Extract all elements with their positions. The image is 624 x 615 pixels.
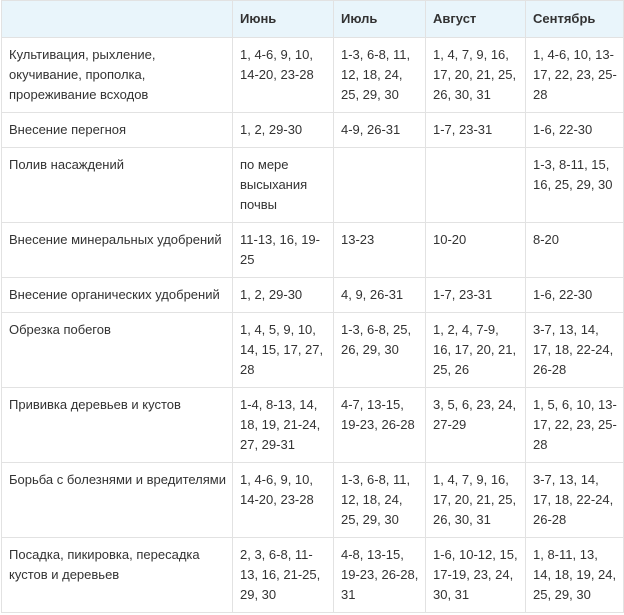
task-cell: Борьба с болезнями и вредителями [1, 462, 233, 538]
dates-cell: 1, 2, 4, 7-9, 16, 17, 20, 21, 25, 26 [425, 312, 526, 388]
task-cell: Обрезка побегов [1, 312, 233, 388]
dates-cell: 1, 2, 29-30 [232, 277, 334, 313]
header-cell: Июль [333, 0, 426, 38]
dates-cell: 3-7, 13, 14, 17, 18, 22-24, 26-28 [525, 312, 624, 388]
task-cell: Внесение минеральных удобрений [1, 222, 233, 278]
dates-cell: 1-4, 8-13, 14, 18, 19, 21-24, 27, 29-31 [232, 387, 334, 463]
table-row: Полив насаждений по мере высыхания почвы 1… [1, 147, 624, 223]
dates-cell: 8-20 [525, 222, 624, 278]
task-cell: Посадка, пикировка, пересадка кустов и д… [1, 537, 233, 613]
dates-cell: 1, 4-6, 9, 10, 14-20, 23-28 [232, 462, 334, 538]
dates-cell: 4-7, 13-15, 19-23, 26-28 [333, 387, 426, 463]
dates-cell [333, 147, 426, 223]
task-cell: Внесение органических удобрений [1, 277, 233, 313]
dates-cell: 1-6, 22-30 [525, 112, 624, 148]
dates-cell: 1, 8-11, 13, 14, 18, 19, 24, 25, 29, 30 [525, 537, 624, 613]
dates-cell: 1-6, 10-12, 15, 17-19, 23, 24, 30, 31 [425, 537, 526, 613]
dates-cell: 10-20 [425, 222, 526, 278]
dates-cell: по мере высыхания почвы [232, 147, 334, 223]
dates-cell: 1, 4-6, 10, 13-17, 22, 23, 25-28 [525, 37, 624, 113]
table-row: Внесение минеральных удобрений 11-13, 16,… [1, 222, 624, 278]
task-cell: Внесение перегноя [1, 112, 233, 148]
dates-cell: 1, 4, 7, 9, 16, 17, 20, 21, 25, 26, 30, … [425, 37, 526, 113]
header-cell: Август [425, 0, 526, 38]
dates-cell: 1-6, 22-30 [525, 277, 624, 313]
dates-cell: 4-8, 13-15, 19-23, 26-28, 31 [333, 537, 426, 613]
task-cell: Культивация, рыхление, окучивание, пропо… [1, 37, 233, 113]
dates-cell: 1, 4, 7, 9, 16, 17, 20, 21, 25, 26, 30, … [425, 462, 526, 538]
table-row: Посадка, пикировка, пересадка кустов и д… [1, 537, 624, 613]
dates-cell: 4-9, 26-31 [333, 112, 426, 148]
dates-cell: 2, 3, 6-8, 11-13, 16, 21-25, 29, 30 [232, 537, 334, 613]
table-row: Борьба с болезнями и вредителями 1, 4-6, … [1, 462, 624, 538]
header-row: Июнь Июль Август Сентябрь [1, 0, 624, 38]
table-row: Внесение органических удобрений 1, 2, 29-… [1, 277, 624, 313]
dates-cell: 1-3, 6-8, 11, 12, 18, 24, 25, 29, 30 [333, 37, 426, 113]
header-cell: Июнь [232, 0, 334, 38]
task-cell: Полив насаждений [1, 147, 233, 223]
dates-cell: 1, 4, 5, 9, 10, 14, 15, 17, 27, 28 [232, 312, 334, 388]
dates-cell [425, 147, 526, 223]
dates-cell: 1, 2, 29-30 [232, 112, 334, 148]
dates-cell: 1, 4-6, 9, 10, 14-20, 23-28 [232, 37, 334, 113]
dates-cell: 1-3, 6-8, 25, 26, 29, 30 [333, 312, 426, 388]
dates-cell: 1-3, 8-11, 15, 16, 25, 29, 30 [525, 147, 624, 223]
table-row: Прививка деревьев и кустов 1-4, 8-13, 14,… [1, 387, 624, 463]
header-cell [1, 0, 233, 38]
table-row: Внесение перегноя 1, 2, 29-30 4-9, 26-31 1-… [1, 112, 624, 148]
table-row: Культивация, рыхление, окучивание, пропо… [1, 37, 624, 113]
dates-cell: 3-7, 13, 14, 17, 18, 22-24, 26-28 [525, 462, 624, 538]
dates-cell: 1-7, 23-31 [425, 277, 526, 313]
task-cell: Прививка деревьев и кустов [1, 387, 233, 463]
dates-cell: 11-13, 16, 19-25 [232, 222, 334, 278]
header-cell: Сентябрь [525, 0, 624, 38]
dates-cell: 1-7, 23-31 [425, 112, 526, 148]
dates-cell: 13-23 [333, 222, 426, 278]
dates-cell: 1-3, 6-8, 11, 12, 18, 24, 25, 29, 30 [333, 462, 426, 538]
dates-cell: 1, 5, 6, 10, 13-17, 22, 23, 25-28 [525, 387, 624, 463]
dates-cell: 3, 5, 6, 23, 24, 27-29 [425, 387, 526, 463]
table-row: Обрезка побегов 1, 4, 5, 9, 10, 14, 15, 1… [1, 312, 624, 388]
dates-cell: 4, 9, 26-31 [333, 277, 426, 313]
